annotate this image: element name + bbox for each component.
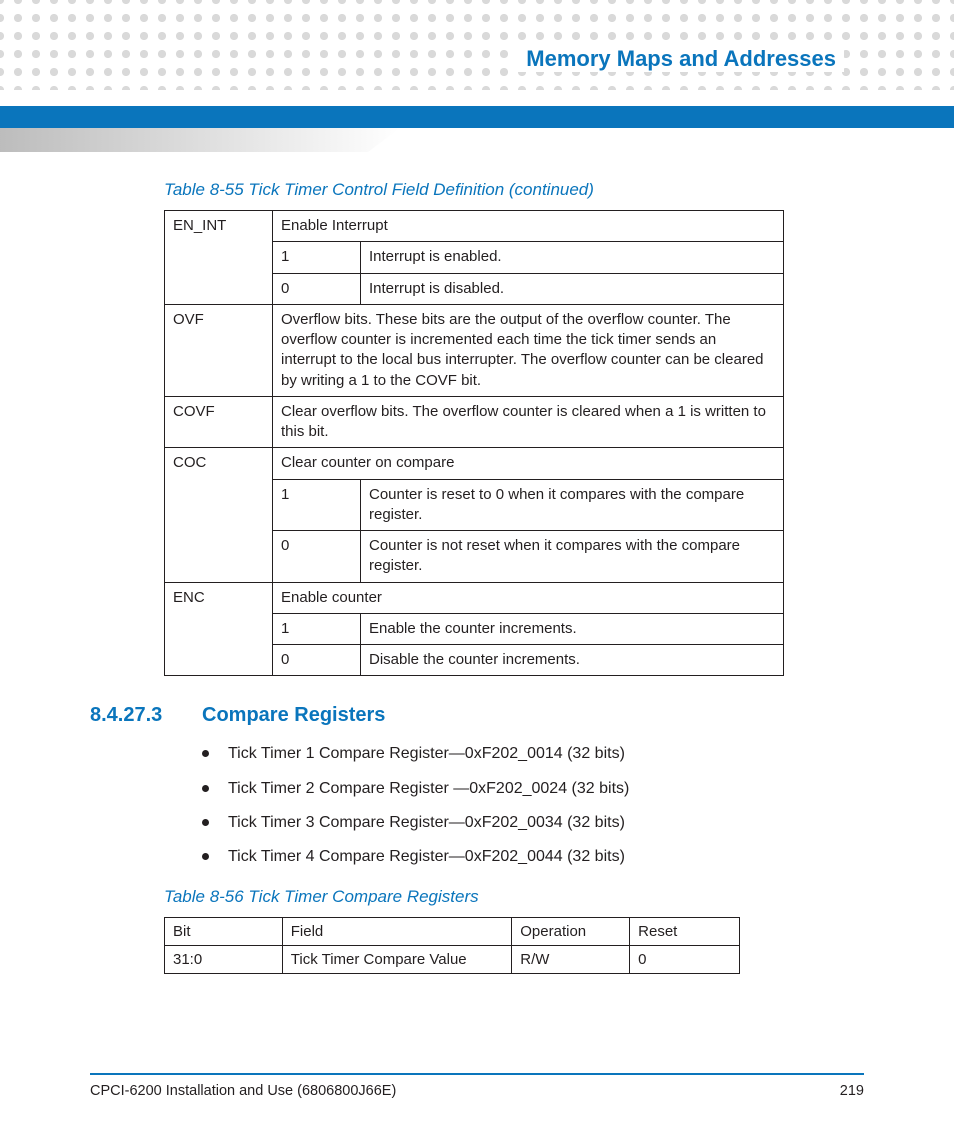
table-row: COC Clear counter on compare (165, 448, 784, 479)
table-8-55: EN_INT Enable Interrupt 1 Interrupt is e… (164, 210, 784, 676)
cell-bit-desc: Disable the counter increments. (361, 645, 784, 676)
cell-field-desc: Clear overflow bits. The overflow counte… (273, 396, 784, 448)
cell-field-title: Enable Interrupt (273, 211, 784, 242)
table-row: ENC Enable counter (165, 582, 784, 613)
section-heading: 8.4.27.3 Compare Registers (90, 704, 864, 727)
cell: Tick Timer Compare Value (282, 945, 512, 973)
cell: 0 (630, 945, 740, 973)
header-dot-pattern (0, 0, 954, 90)
cell-bit-desc: Interrupt is disabled. (361, 273, 784, 304)
list-item: Tick Timer 3 Compare Register—0xF202_003… (202, 812, 864, 834)
cell-bit-desc: Counter is not reset when it compares wi… (361, 531, 784, 583)
cell-field-name: COVF (165, 396, 273, 448)
cell-bit-val: 0 (273, 645, 361, 676)
header-gray-wedge (0, 128, 400, 152)
cell-bit-val: 0 (273, 531, 361, 583)
section-number: 8.4.27.3 (90, 704, 202, 727)
table-caption-8-55: Table 8-55 Tick Timer Control Field Defi… (164, 180, 864, 200)
page-content: Table 8-55 Tick Timer Control Field Defi… (90, 180, 864, 974)
cell-header: Field (282, 917, 512, 945)
cell-bit-val: 1 (273, 242, 361, 273)
chapter-title: Memory Maps and Addresses (518, 46, 844, 72)
page-footer: CPCI-6200 Installation and Use (6806800J… (90, 1073, 864, 1099)
cell-header: Operation (512, 917, 630, 945)
footer-page-number: 219 (840, 1083, 864, 1099)
cell-bit-desc: Interrupt is enabled. (361, 242, 784, 273)
table-caption-8-56: Table 8-56 Tick Timer Compare Registers (164, 887, 864, 907)
cell-bit-desc: Enable the counter increments. (361, 613, 784, 644)
cell-field-name: OVF (165, 304, 273, 396)
table-row: OVF Overflow bits. These bits are the ou… (165, 304, 784, 396)
list-item: Tick Timer 4 Compare Register—0xF202_004… (202, 846, 864, 868)
cell-bit-val: 1 (273, 479, 361, 531)
cell-bit-desc: Counter is reset to 0 when it compares w… (361, 479, 784, 531)
cell: R/W (512, 945, 630, 973)
cell-field-title: Enable counter (273, 582, 784, 613)
cell-bit-val: 1 (273, 613, 361, 644)
table-8-56: Bit Field Operation Reset 31:0 Tick Time… (164, 917, 740, 974)
header-blue-bar (0, 106, 954, 128)
section-title: Compare Registers (202, 704, 385, 727)
footer-doc-title: CPCI-6200 Installation and Use (6806800J… (90, 1083, 396, 1099)
cell-field-name: ENC (165, 582, 273, 676)
bullet-list: Tick Timer 1 Compare Register—0xF202_001… (202, 743, 864, 869)
cell-field-name: COC (165, 448, 273, 582)
cell: 31:0 (165, 945, 283, 973)
cell-header: Reset (630, 917, 740, 945)
table-row: COVF Clear overflow bits. The overflow c… (165, 396, 784, 448)
list-item: Tick Timer 1 Compare Register—0xF202_001… (202, 743, 864, 765)
cell-field-desc: Overflow bits. These bits are the output… (273, 304, 784, 396)
cell-bit-val: 0 (273, 273, 361, 304)
table-row: 31:0 Tick Timer Compare Value R/W 0 (165, 945, 740, 973)
table-row: Bit Field Operation Reset (165, 917, 740, 945)
list-item: Tick Timer 2 Compare Register —0xF202_00… (202, 778, 864, 800)
table-row: EN_INT Enable Interrupt (165, 211, 784, 242)
cell-header: Bit (165, 917, 283, 945)
cell-field-title: Clear counter on compare (273, 448, 784, 479)
cell-field-name: EN_INT (165, 211, 273, 305)
